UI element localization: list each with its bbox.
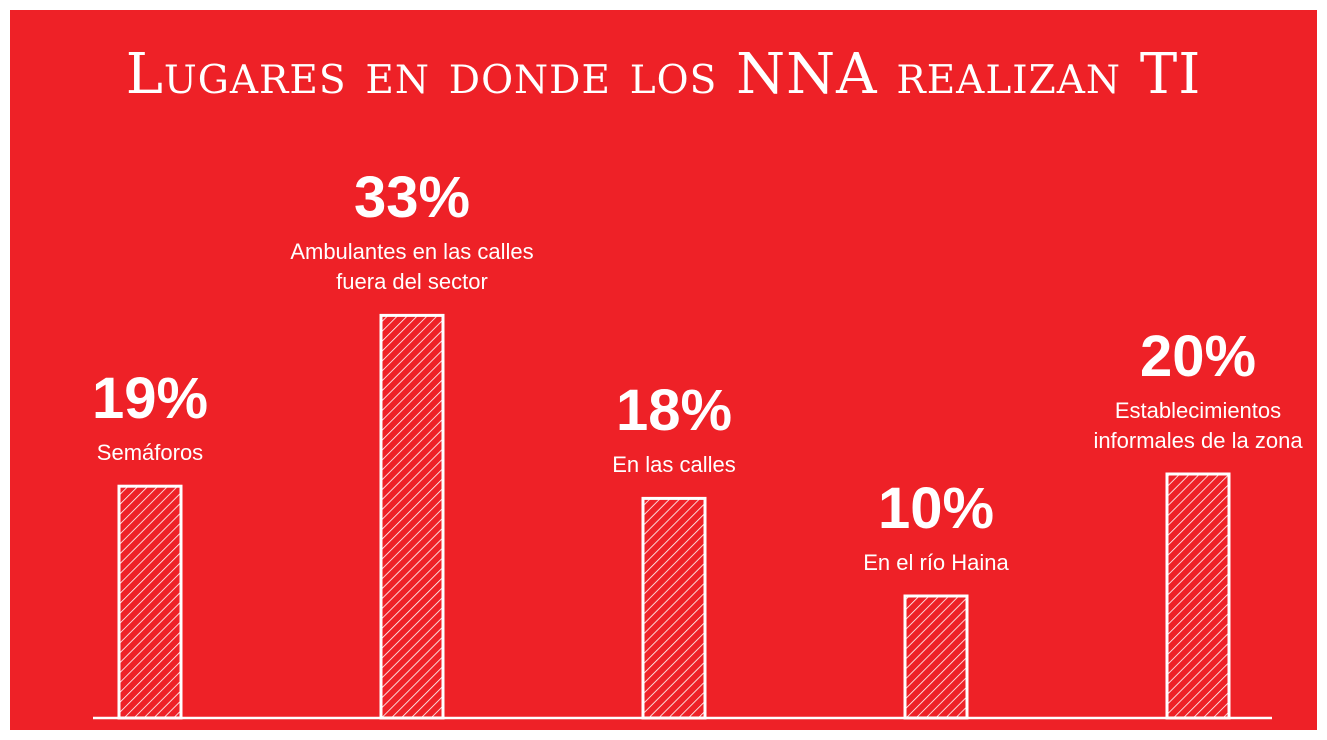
- bar-label-group: 10% En el río Haina: [776, 476, 1096, 578]
- bar-label-group: 18% En las calles: [514, 378, 834, 480]
- value-label: 33%: [353, 165, 471, 231]
- value-label: 10%: [877, 476, 995, 541]
- bar: [903, 594, 969, 720]
- chart-title: Lugares en donde los NNA realizan TI: [125, 42, 1202, 107]
- category-label: En las calles: [612, 452, 736, 478]
- value-label: 20%: [1139, 324, 1257, 389]
- category-label: En el río Haina: [863, 550, 1009, 575]
- category-label: Ambulantes en las calles fuera del secto…: [290, 239, 534, 295]
- category-label: Semáforos: [96, 440, 204, 466]
- bar: [641, 496, 707, 720]
- bar: [1165, 472, 1231, 720]
- bar: [117, 484, 183, 720]
- bar-label-group: 19% Semáforos: [0, 366, 310, 468]
- value-label: 19%: [91, 366, 209, 432]
- bar: [379, 313, 445, 720]
- bar-label-group: 33% Ambulantes en las calles fuera del se…: [252, 165, 572, 297]
- bar-label-group: 20% Establecimientos informales de la zon…: [1038, 324, 1327, 456]
- category-label: Establecimientos informales de la zona: [1093, 398, 1303, 453]
- value-label: 18%: [615, 378, 733, 444]
